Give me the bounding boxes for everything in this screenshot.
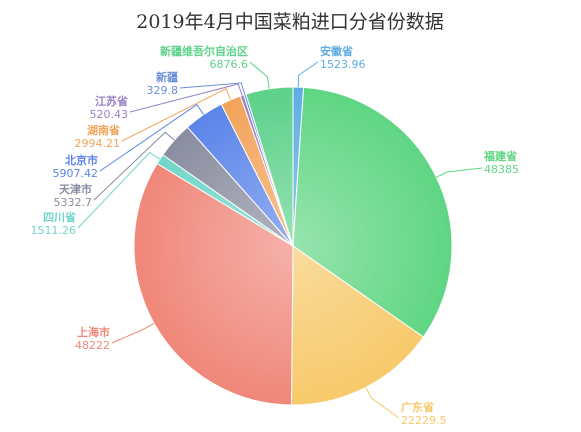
leader-lines bbox=[77, 61, 483, 419]
pie-slice bbox=[245, 86, 294, 247]
slice-label-value: 329.8 bbox=[147, 84, 179, 97]
slice-label-value: 520.43 bbox=[90, 108, 129, 121]
leader-line bbox=[297, 61, 319, 88]
leader-line bbox=[121, 88, 232, 142]
leader-line bbox=[77, 151, 161, 229]
chart-title: 2019年4月中国菜粕进口分省份数据 bbox=[136, 11, 443, 33]
slice-label-name: 新疆维吾尔自治区 bbox=[160, 44, 248, 58]
slice-label-value: 5332.7 bbox=[54, 196, 93, 209]
slice-label-name: 天津市 bbox=[59, 182, 92, 196]
slice-label-name: 北京市 bbox=[65, 153, 98, 167]
slice-label-name: 上海市 bbox=[77, 325, 110, 339]
slice-label-value: 1523.96 bbox=[320, 58, 366, 71]
slice-label-value: 1511.26 bbox=[31, 224, 77, 237]
leader-line bbox=[129, 83, 243, 113]
slice-label-name: 福建省 bbox=[483, 149, 517, 163]
slice-label-value: 48385 bbox=[484, 163, 519, 176]
slice-label-name: 江苏省 bbox=[95, 94, 128, 108]
leader-line bbox=[436, 167, 483, 178]
leader-line bbox=[111, 322, 155, 344]
leader-line bbox=[99, 103, 204, 172]
leader-line bbox=[365, 387, 400, 419]
pie-slice bbox=[290, 245, 425, 406]
slice-label-value: 2994.21 bbox=[75, 137, 121, 150]
slice-label-name: 四川省 bbox=[43, 210, 76, 224]
slice-label-value: 6876.6 bbox=[210, 58, 249, 71]
leader-line bbox=[93, 131, 175, 201]
slice-label-name: 湖南省 bbox=[87, 123, 120, 137]
slice-label-value: 22229.5 bbox=[401, 414, 447, 427]
leader-line bbox=[249, 61, 270, 89]
slice-label-value: 5907.42 bbox=[53, 167, 99, 180]
slice-label-value: 48222 bbox=[75, 339, 110, 352]
leader-line bbox=[179, 82, 246, 95]
slice-label-name: 新疆 bbox=[156, 70, 178, 84]
slice-label-name: 广东省 bbox=[401, 400, 434, 414]
pie-slices bbox=[133, 86, 453, 406]
slice-label-name: 安徽省 bbox=[320, 44, 353, 58]
